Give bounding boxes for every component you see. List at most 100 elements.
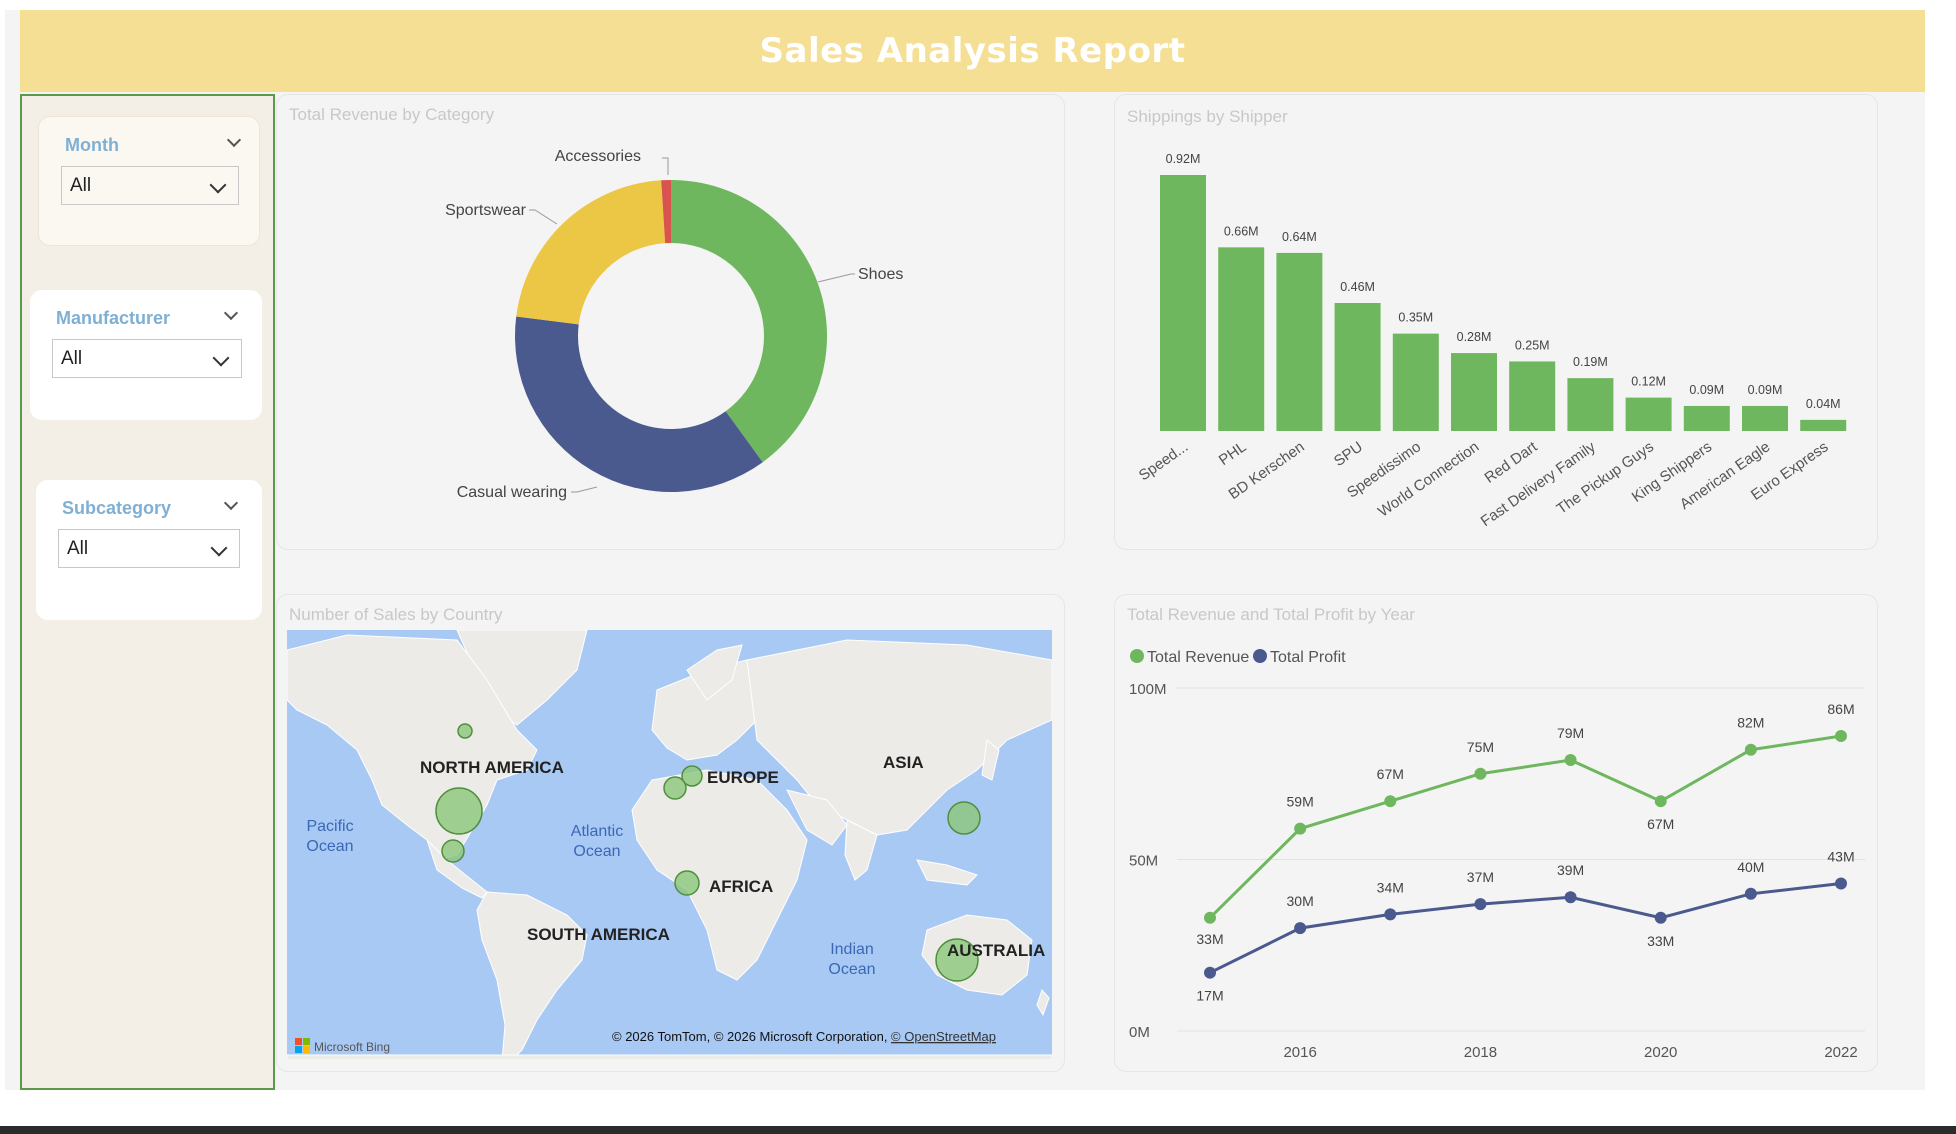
series-point	[1744, 743, 1757, 756]
slicer-manufacturer-value: All	[61, 347, 83, 369]
series-line	[1208, 734, 1842, 919]
dropdown-arrow-icon	[210, 539, 228, 557]
bar-value-label: 0.19M	[1573, 355, 1608, 369]
x-tick-label: 2018	[1464, 1044, 1497, 1061]
dropdown-arrow-icon	[209, 176, 227, 194]
bar	[1800, 419, 1847, 431]
bar-value-label: 0.66M	[1224, 224, 1259, 238]
bar	[1218, 247, 1265, 431]
slicer-manufacturer-title: Manufacturer	[56, 308, 171, 328]
bar	[1392, 333, 1439, 431]
bar	[1509, 361, 1556, 431]
series-point	[1204, 966, 1216, 979]
bubble-africa	[674, 870, 700, 896]
slicer-month-dropdown[interactable]: All	[61, 166, 239, 205]
map-title: Number of Sales by Country	[289, 605, 503, 624]
y-tick-label: 100M	[1129, 681, 1167, 698]
shippers-title: Shippings by Shipper	[1127, 107, 1288, 126]
label-south-america: SOUTH AMERICA	[527, 925, 670, 944]
y-tick-label: 50M	[1129, 853, 1158, 870]
bar-value-label: 0.25M	[1515, 338, 1550, 352]
donut-slice	[515, 316, 763, 493]
series-data-label: 67M	[1377, 766, 1404, 782]
slicer-month-value: All	[70, 174, 92, 196]
legend-marker	[1253, 649, 1267, 663]
donut-label: Accessories	[555, 148, 641, 165]
bubble-mexico	[441, 839, 465, 863]
series-data-label: 67M	[1647, 816, 1674, 832]
bar-value-label: 0.35M	[1398, 311, 1433, 325]
donut-slice	[671, 180, 828, 463]
osm-link: © OpenStreetMap	[891, 1029, 996, 1044]
bar-value-label: 0.64M	[1282, 230, 1317, 244]
series-data-label: 39M	[1557, 862, 1584, 878]
sales-map[interactable]: NORTH AMERICA EUROPE ASIA AFRICA SOUTH A…	[287, 630, 1052, 1060]
map-attribution: © 2026 TomTom, © 2026 Microsoft Corporat…	[612, 1029, 996, 1044]
bar-category-label: The Pickup Guys	[1554, 438, 1657, 517]
bar	[1334, 303, 1381, 431]
series-data-label: 33M	[1647, 933, 1674, 949]
shippers-card: Shippings by Shipper 0.92M Speed... 0.66M P…	[1114, 94, 1878, 550]
series-point	[1474, 898, 1487, 911]
series-data-label: 33M	[1196, 931, 1223, 947]
revenue-profit-line-chart: Total Revenue Total Profit 0M 50M 100M 2016 20…	[1129, 649, 1865, 1061]
slicer-subcategory[interactable]: Subcategory All	[36, 480, 262, 620]
ocean-indian-2: Ocean	[828, 961, 875, 978]
bing-brand: Microsoft Bing	[314, 1040, 390, 1054]
filter-sidebar: Month All Manufacturer All Subcategory A…	[20, 94, 275, 1090]
ocean-labels: Pacific Ocean Atlantic Ocean Indian Ocea…	[306, 818, 875, 978]
bubble-canada	[457, 723, 473, 739]
donut-card: Total Revenue by Category Shoes Casual we…	[276, 94, 1065, 550]
series-point	[1294, 922, 1307, 935]
slicer-subcategory-dropdown[interactable]: All	[58, 529, 240, 568]
bar	[1567, 378, 1614, 431]
slicer-manufacturer[interactable]: Manufacturer All	[30, 290, 262, 420]
legend-label: Total Revenue	[1147, 649, 1249, 666]
x-tick-label: 2022	[1824, 1044, 1857, 1061]
bubble-france	[663, 776, 687, 800]
bar-value-label: 0.12M	[1631, 375, 1666, 389]
bubble-germany	[681, 765, 703, 787]
world-map[interactable]: NORTH AMERICA EUROPE ASIA AFRICA SOUTH A…	[287, 630, 1052, 1060]
bar-category-label: PHL	[1216, 438, 1250, 469]
donut-leader-line	[529, 209, 558, 225]
series-point	[1294, 822, 1307, 835]
slicer-month-title: Month	[65, 135, 119, 155]
slicer-subcategory-title: Subcategory	[62, 498, 172, 518]
ocean-atlantic-2: Ocean	[573, 843, 620, 860]
ocean-atlantic-1: Atlantic	[571, 823, 623, 840]
bar	[1451, 353, 1497, 431]
ocean-indian-1: Indian	[830, 941, 874, 958]
sales-bubbles	[435, 723, 981, 982]
label-australia: AUSTRALIA	[947, 941, 1045, 960]
x-tick-label: 2016	[1283, 1044, 1316, 1061]
label-asia: ASIA	[883, 753, 924, 772]
legend-marker	[1130, 649, 1144, 663]
bubble-usa	[435, 787, 483, 835]
series-point	[1564, 891, 1577, 904]
label-africa: AFRICA	[709, 877, 773, 896]
slicer-manufacturer-dropdown[interactable]: All	[52, 339, 242, 378]
bar-category-label: SPU	[1331, 438, 1366, 470]
series-point	[1474, 767, 1487, 780]
chevron-down-icon[interactable]	[223, 495, 239, 511]
bar	[1625, 397, 1672, 431]
bubble-asia	[947, 801, 981, 835]
slicer-month[interactable]: Month All	[38, 116, 260, 246]
chevron-down-icon[interactable]	[223, 305, 239, 321]
series-data-label: 17M	[1196, 988, 1223, 1004]
donut-leader-line	[662, 157, 669, 175]
donut-leader-line	[817, 273, 855, 283]
y-tick-label: 0M	[1129, 1024, 1150, 1041]
bar-value-label: 0.09M	[1689, 383, 1724, 397]
bar-value-label: 0.46M	[1340, 280, 1375, 294]
bar	[1742, 405, 1788, 431]
series-data-label: 86M	[1827, 701, 1854, 717]
chevron-down-icon[interactable]	[226, 132, 242, 148]
series-data-label: 30M	[1287, 893, 1314, 909]
series-data-label: 34M	[1377, 879, 1404, 895]
donut-label: Casual wearing	[457, 484, 567, 501]
line-card: Total Revenue and Total Profit by Year T…	[1114, 594, 1878, 1072]
